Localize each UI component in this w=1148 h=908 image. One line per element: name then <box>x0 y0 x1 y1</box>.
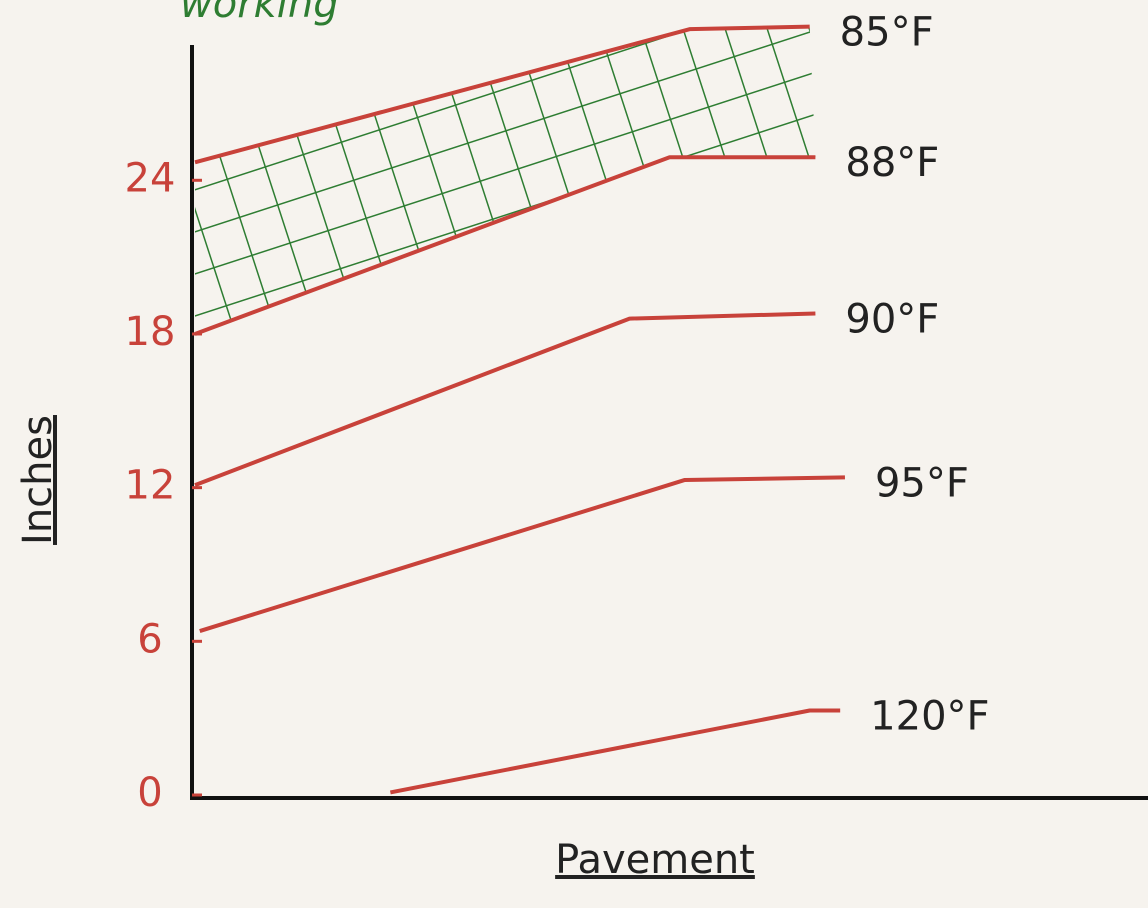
chart: working Inches Pavement 0 6 12 18 24 85°F 88°F… <box>0 0 1148 908</box>
x-axis-label: Pavement <box>555 837 755 883</box>
legend-label: 120°F <box>870 693 989 739</box>
y-tick-label: 0 <box>137 770 162 816</box>
legend-label: 85°F <box>840 10 934 56</box>
isotherm-line <box>390 710 840 792</box>
legend-label: 90°F <box>845 296 939 342</box>
hatched-band <box>195 27 815 334</box>
y-tick-label: 18 <box>125 309 176 355</box>
y-tick-label: 6 <box>137 616 162 662</box>
legend-label: 95°F <box>875 460 969 506</box>
legend-label: 88°F <box>845 140 939 186</box>
isotherm-line <box>200 477 845 631</box>
annotation: working <box>180 0 339 27</box>
y-tick-label: 24 <box>125 155 176 201</box>
y-axis-label: Inches <box>15 415 61 545</box>
y-tick-label: 12 <box>125 463 176 509</box>
isotherm-line <box>195 313 815 485</box>
